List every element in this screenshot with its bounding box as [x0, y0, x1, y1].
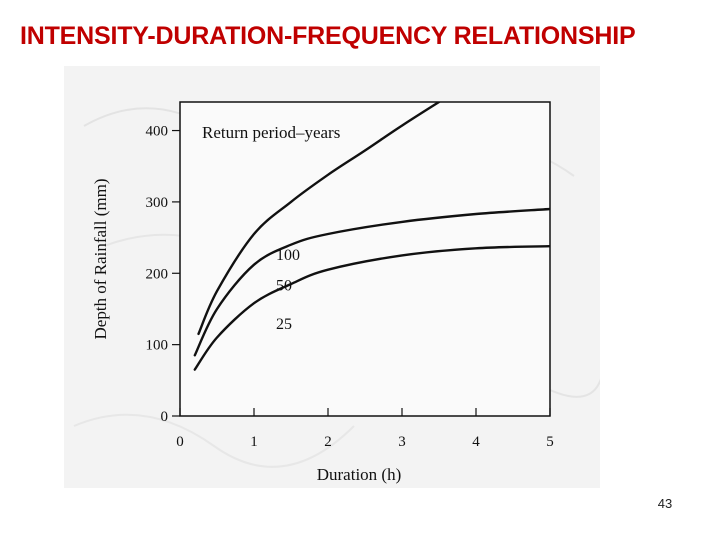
x-tick-label: 0: [176, 434, 184, 450]
y-tick-label: 400: [146, 124, 169, 140]
series-label-100: 100: [276, 247, 300, 264]
plot-area-frame: [179, 101, 551, 417]
x-tick-label: 4: [472, 434, 480, 450]
x-tick-label: 3: [398, 434, 406, 450]
chart-figure: 0 100 200 300 400 0 1 2 3 4 5 100 50 25 Return peri…: [64, 66, 600, 488]
y-axis-label: Depth of Rainfall (mm): [91, 179, 110, 340]
series-line-100: [197, 102, 441, 336]
series-label-50: 50: [276, 278, 292, 295]
series-line-25: [193, 245, 550, 371]
y-tick-label: 100: [146, 338, 169, 354]
idf-chart: 0 100 200 300 400 0 1 2 3 4 5 100 50 25 Return peri…: [91, 101, 554, 484]
slide-title: INTENSITY-DURATION-FREQUENCY RELATIONSHI…: [20, 22, 636, 50]
series-label-25: 25: [276, 316, 292, 333]
x-tick-label: 5: [546, 434, 554, 450]
y-tick-label: 200: [146, 266, 169, 282]
legend-title: Return period–years: [202, 123, 340, 142]
y-tick-label: 300: [146, 195, 169, 211]
x-axis-label: Duration (h): [317, 465, 402, 484]
page-number: 43: [657, 496, 673, 511]
series-line-50: [193, 207, 550, 357]
x-tick-label: 1: [250, 434, 258, 450]
x-tick-label: 2: [324, 434, 332, 450]
y-tick-label: 0: [161, 409, 169, 425]
